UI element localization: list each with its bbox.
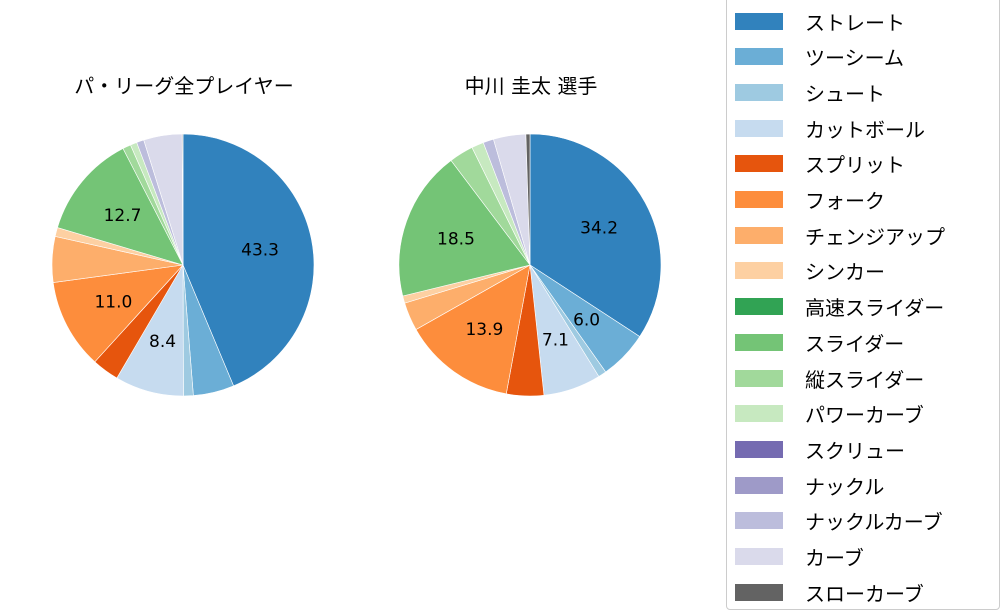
legend-swatch	[735, 262, 783, 280]
legend-label: シンカー	[805, 260, 885, 285]
legend-item: ナックル	[735, 473, 885, 499]
legend-label: ナックルカーブ	[805, 510, 943, 535]
slice-value-label: 7.1	[542, 330, 569, 350]
legend-label: カットボール	[805, 117, 925, 142]
legend-label: 高速スライダー	[805, 296, 945, 321]
pie-slice	[415, 264, 531, 395]
legend-label: ストレート	[805, 10, 905, 35]
legend-item: スライダー	[735, 330, 905, 356]
legend-label: チェンジアップ	[805, 224, 945, 249]
legend-item: スプリット	[735, 152, 905, 178]
legend-label: ナックル	[805, 474, 885, 499]
slice-value-label: 13.9	[465, 320, 503, 340]
slice-value-label: 6.0	[573, 311, 600, 331]
legend-label: スクリュー	[805, 438, 905, 463]
legend-swatch	[735, 548, 783, 565]
legend-swatch	[735, 298, 783, 316]
legend: ストレートツーシームシュートカットボール スプリットフォークチェンジアップ シンカー…	[726, 0, 1000, 610]
pie-slice	[57, 148, 184, 266]
legend-item: シュート	[735, 80, 885, 106]
legend-label: シュート	[805, 81, 885, 106]
left-chart-title: パ・リーグ全プレイヤー	[74, 74, 294, 98]
legend-swatch	[735, 369, 783, 387]
legend-label: ツーシーム	[805, 46, 904, 71]
pie-charts: 43.3 8.4 11.0 12.7 34.2 6.07.1 13.9 18.5	[51, 133, 662, 397]
legend-swatch	[735, 226, 783, 244]
slice-value-label: 18.5	[437, 230, 475, 250]
legend-swatch	[735, 440, 783, 458]
legend-item: ストレート	[735, 9, 905, 35]
legend-swatch	[735, 405, 783, 423]
legend-item: 高速スライダー	[735, 295, 945, 321]
right-chart-title: 中川 圭太 選手	[464, 74, 598, 98]
legend-item: シンカー	[735, 259, 885, 285]
slice-value-label: 11.0	[94, 293, 132, 313]
legend-label: スライダー	[805, 331, 905, 356]
pie-slice	[529, 133, 662, 337]
slice-value-label: 34.2	[580, 219, 618, 239]
legend-label: スプリット	[805, 153, 905, 178]
legend-item: 縦スライダー	[735, 366, 925, 392]
legend-swatch	[735, 333, 783, 351]
slice-value-label: 8.4	[149, 332, 176, 352]
legend-label: スローカーブ	[805, 581, 924, 606]
legend-item: ナックルカーブ	[735, 509, 943, 535]
legend-item: カーブ	[735, 545, 864, 570]
pie-chart-league: 43.3 8.4 11.0 12.7	[51, 133, 315, 397]
legend-swatch	[735, 119, 783, 137]
legend-label: パワーカーブ	[805, 403, 924, 428]
legend-item: スクリュー	[735, 437, 905, 463]
legend-label: 縦スライダー	[805, 367, 925, 392]
legend-swatch	[735, 476, 783, 494]
pie-slice	[525, 133, 531, 266]
legend-swatch	[735, 583, 783, 601]
legend-item: カットボール	[735, 116, 925, 142]
legend-item: スローカーブ	[735, 580, 924, 606]
legend-item: チェンジアップ	[735, 223, 945, 249]
legend-swatch	[735, 191, 783, 208]
legend-item: パワーカーブ	[735, 402, 924, 428]
pie-slice	[181, 133, 184, 266]
legend-item: フォーク	[735, 188, 885, 213]
legend-swatch	[735, 512, 783, 530]
legend-swatch	[735, 155, 783, 173]
pie-chart-player: 34.2 6.07.1 13.9 18.5	[398, 133, 662, 397]
legend-swatch	[735, 48, 783, 66]
legend-swatch	[735, 83, 783, 101]
legend-item: ツーシーム	[735, 45, 904, 71]
legend-swatch	[735, 12, 783, 30]
pie-slice	[398, 160, 531, 297]
slice-value-label: 43.3	[241, 241, 279, 261]
slice-value-label: 12.7	[104, 206, 142, 226]
legend-label: フォーク	[805, 189, 885, 213]
legend-label: カーブ	[805, 546, 864, 570]
pie-slice	[52, 264, 184, 363]
pie-slice	[182, 133, 315, 387]
